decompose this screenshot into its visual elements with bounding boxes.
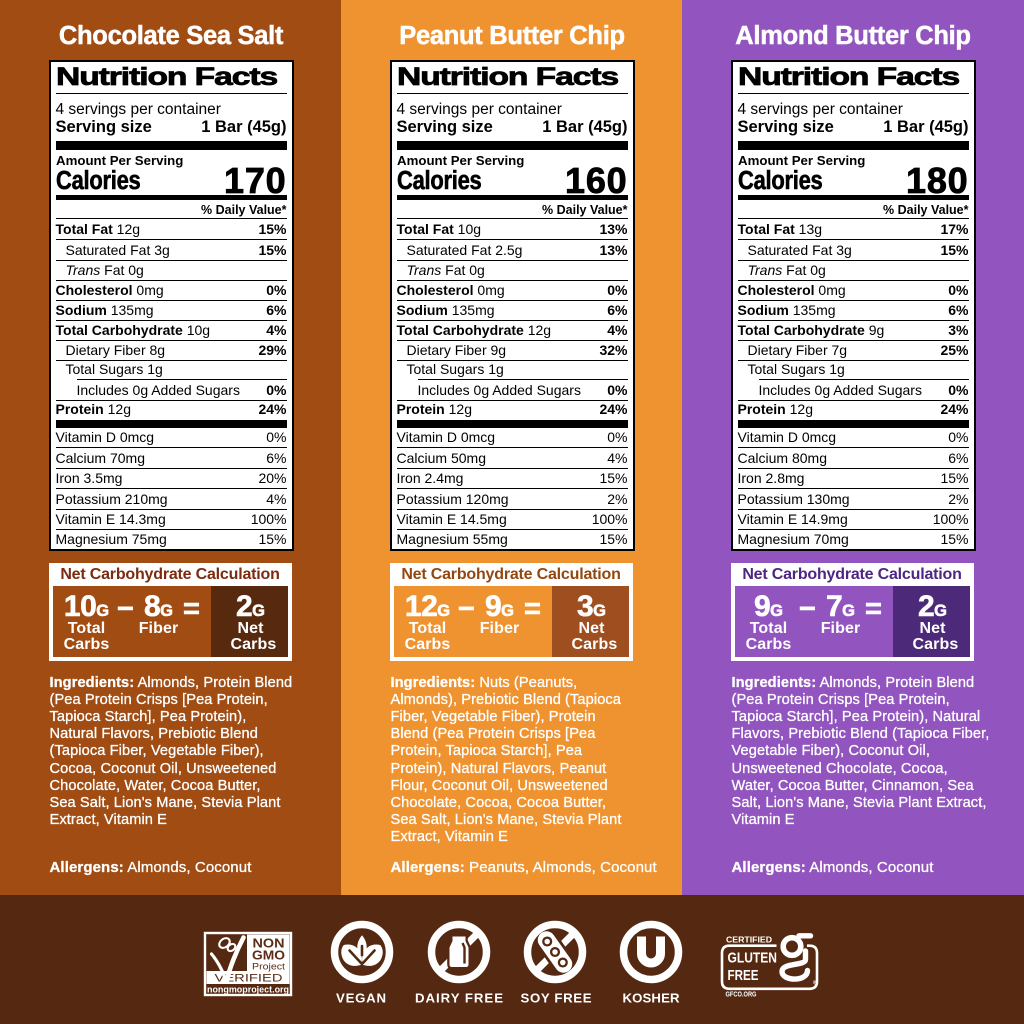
svg-text:CERTIFIED: CERTIFIED: [726, 935, 772, 945]
svg-text:FREE: FREE: [728, 967, 759, 984]
svg-text:GLUTEN: GLUTEN: [728, 950, 778, 967]
svg-text:®: ®: [813, 979, 818, 987]
svg-text:nongmoproject.org: nongmoproject.org: [207, 984, 289, 994]
svg-text:NON: NON: [253, 937, 285, 951]
svg-text:GFCO.ORG: GFCO.ORG: [726, 991, 757, 998]
svg-text:GMO: GMO: [252, 949, 285, 963]
svg-text:SOY FREE: SOY FREE: [521, 990, 592, 1005]
svg-text:DAIRY FREE: DAIRY FREE: [415, 990, 503, 1005]
svg-text:Project: Project: [252, 962, 285, 972]
svg-text:VERIFIED: VERIFIED: [215, 973, 283, 985]
svg-text:KOSHER: KOSHER: [623, 990, 680, 1005]
svg-text:VEGAN: VEGAN: [336, 990, 386, 1005]
